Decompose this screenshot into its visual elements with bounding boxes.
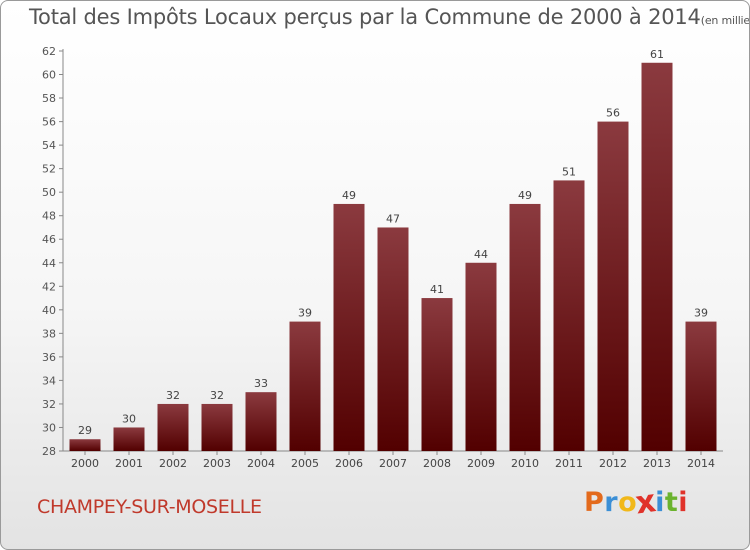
y-tick-label: 38	[42, 327, 56, 340]
y-tick-label: 58	[42, 92, 56, 105]
bar-2009	[465, 262, 497, 451]
x-tick-label: 2009	[467, 457, 495, 470]
logo-letter: P	[584, 487, 605, 518]
value-label: 39	[694, 307, 708, 320]
y-tick-label: 34	[42, 374, 56, 387]
y-tick-label: 48	[42, 210, 56, 223]
bar-2003	[201, 403, 233, 451]
logo-letter: i	[678, 487, 689, 518]
bar-2013	[641, 62, 673, 451]
value-label: 61	[650, 48, 664, 61]
unit-label: (en milliers d'€)	[700, 14, 750, 27]
y-tick-label: 36	[42, 351, 56, 364]
x-tick-label: 2012	[599, 457, 627, 470]
value-label: 47	[386, 212, 400, 225]
bar-2001	[113, 427, 145, 451]
x-tick-label: 2011	[555, 457, 583, 470]
y-tick-label: 44	[42, 257, 56, 270]
x-tick-label: 2006	[335, 457, 363, 470]
logo-letter: i	[655, 487, 665, 518]
y-tick-label: 60	[42, 69, 56, 82]
y-tick-label: 54	[42, 139, 56, 152]
value-label: 41	[430, 283, 444, 296]
value-label: 32	[210, 389, 224, 402]
y-tick-label: 46	[42, 233, 56, 246]
y-tick-label: 62	[42, 45, 56, 58]
value-label: 49	[342, 189, 356, 202]
y-tick-label: 40	[42, 304, 56, 317]
x-tick-label: 2014	[687, 457, 715, 470]
title-text: Total des Impôts Locaux perçus par la Co…	[29, 5, 701, 29]
logo-letter: r	[604, 487, 619, 518]
bar-2007	[377, 227, 409, 451]
x-tick-label: 2004	[247, 457, 275, 470]
y-tick-label: 52	[42, 163, 56, 176]
value-label: 49	[518, 189, 532, 202]
x-tick-label: 2000	[71, 457, 99, 470]
bar-2004	[245, 392, 277, 451]
x-tick-label: 2002	[159, 457, 187, 470]
y-tick-label: 50	[42, 186, 56, 199]
value-label: 39	[298, 307, 312, 320]
value-label: 44	[474, 248, 488, 261]
bar-2000	[69, 439, 101, 451]
value-label: 33	[254, 377, 268, 390]
x-tick-label: 2003	[203, 457, 231, 470]
bar-2002	[157, 403, 189, 451]
commune-name: CHAMPEY-SUR-MOSELLE	[37, 496, 262, 518]
x-tick-label: 2007	[379, 457, 407, 470]
bar-2012	[597, 121, 629, 452]
value-label: 29	[78, 424, 92, 437]
y-tick-label: 30	[42, 421, 56, 434]
proxiti-logo: Proxiti	[584, 483, 689, 521]
y-tick-label: 28	[42, 445, 56, 458]
logo-letter: t	[664, 487, 679, 518]
x-tick-label: 2005	[291, 457, 319, 470]
value-label: 32	[166, 389, 180, 402]
value-label: 51	[562, 165, 576, 178]
bar-2005	[289, 321, 321, 451]
logo-letter: o	[618, 487, 638, 518]
x-tick-label: 2010	[511, 457, 539, 470]
value-label: 56	[606, 107, 620, 120]
y-tick-label: 56	[42, 116, 56, 129]
x-tick-label: 2013	[643, 457, 671, 470]
x-tick-label: 2008	[423, 457, 451, 470]
bar-2014	[685, 321, 717, 451]
bar-2006	[333, 203, 365, 451]
bar-2011	[553, 180, 585, 452]
bar-2010	[509, 203, 541, 451]
chart-title: Total des Impôts Locaux perçus par la Co…	[29, 5, 750, 29]
y-tick-label: 42	[42, 280, 56, 293]
bar-2008	[421, 298, 453, 451]
value-label: 30	[122, 412, 136, 425]
x-tick-label: 2001	[115, 457, 143, 470]
y-tick-label: 32	[42, 398, 56, 411]
